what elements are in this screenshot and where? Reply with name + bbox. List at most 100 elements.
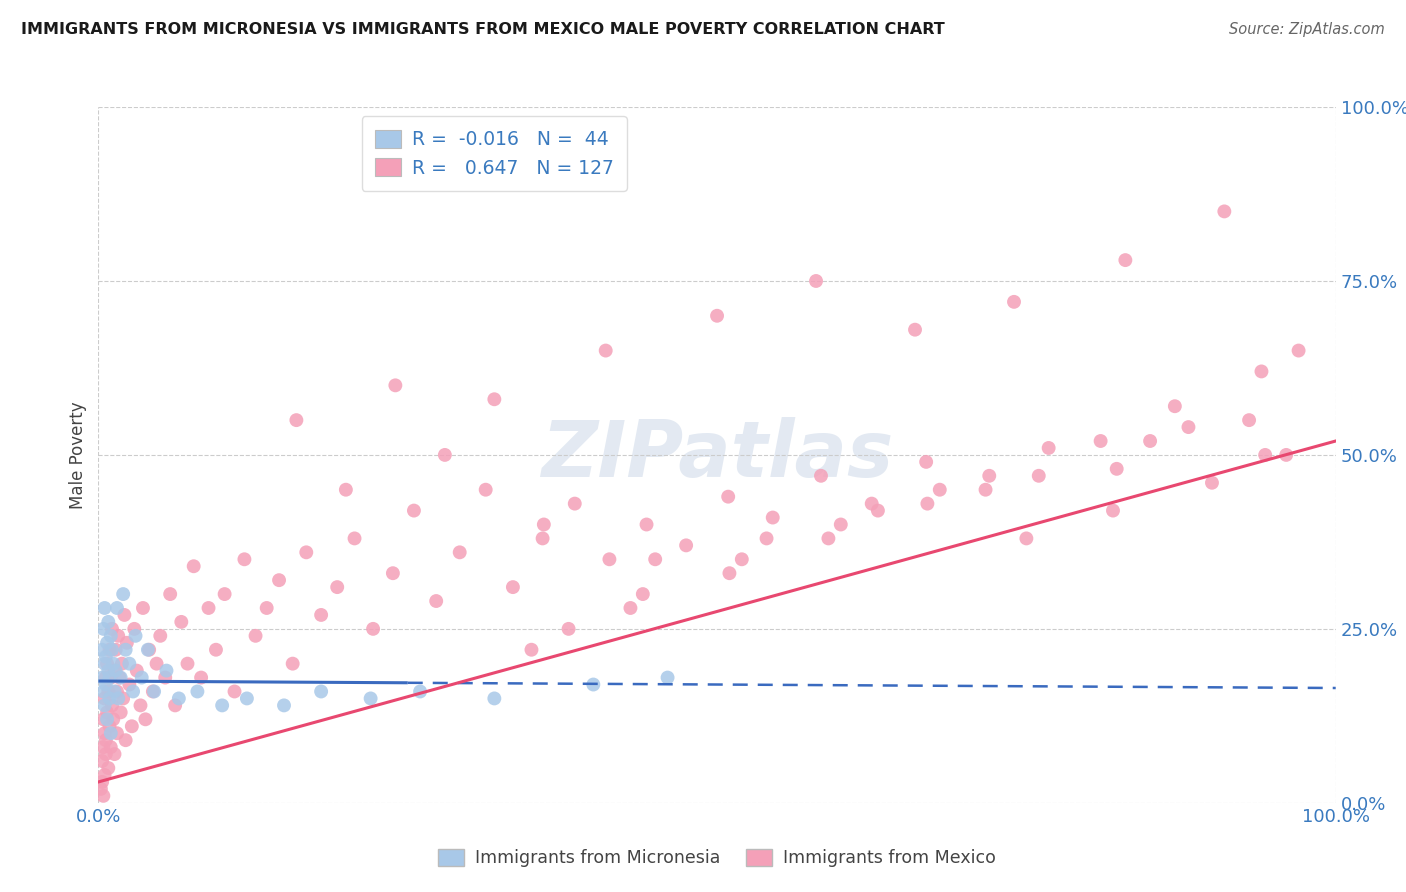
Point [335,483,357,497]
Point [211,698,233,713]
Point [91,754,114,768]
Point [104,664,127,678]
Point [93,740,115,755]
Point [817,532,839,546]
Point [93,698,115,713]
Point [155,671,177,685]
Point [125,664,148,678]
Point [94,649,117,664]
Point [190,671,212,685]
Point [97,615,120,629]
Point [97,761,120,775]
Point [149,629,172,643]
Point [115,636,138,650]
Point [309,684,332,698]
Point [111,657,134,671]
Point [91,642,114,657]
Point [717,490,740,504]
Point [100,740,122,755]
Point [132,601,155,615]
Point [636,517,658,532]
Point [134,712,156,726]
Point [96,636,118,650]
Point [91,775,114,789]
Point [866,503,889,517]
Point [107,691,129,706]
Point [214,587,236,601]
Point [595,343,617,358]
Point [449,545,471,559]
Point [124,622,146,636]
Point [98,691,121,706]
Point [281,657,304,671]
Point [557,622,579,636]
Point [233,552,256,566]
Point [245,629,267,643]
Point [105,601,128,615]
Point [285,413,308,427]
Point [170,615,193,629]
Point [928,483,950,497]
Point [531,532,554,546]
Point [101,642,124,657]
Point [103,657,125,671]
Point [1090,434,1112,448]
Point [402,503,425,517]
Point [98,642,121,657]
Point [96,706,118,720]
Point [103,664,125,678]
Point [96,657,118,671]
Point [425,594,447,608]
Point [114,642,136,657]
Point [110,706,132,720]
Point [129,698,152,713]
Point [93,622,115,636]
Text: ZIPatlas: ZIPatlas [541,417,893,493]
Point [93,691,115,706]
Point [1288,343,1310,358]
Point [860,497,883,511]
Point [1254,448,1277,462]
Point [1114,253,1136,268]
Point [384,378,406,392]
Point [381,566,404,581]
Point [236,691,259,706]
Point [619,601,641,615]
Point [644,552,666,566]
Point [1177,420,1199,434]
Point [145,657,167,671]
Point [520,642,543,657]
Point [112,587,135,601]
Legend: Immigrants from Micronesia, Immigrants from Mexico: Immigrants from Micronesia, Immigrants f… [432,842,1002,874]
Point [118,657,141,671]
Point [93,712,115,726]
Point [112,607,135,622]
Point [326,580,349,594]
Point [974,483,997,497]
Point [1275,448,1298,462]
Point [360,691,382,706]
Point [136,642,159,657]
Text: IMMIGRANTS FROM MICRONESIA VS IMMIGRANTS FROM MEXICO MALE POVERTY CORRELATION CH: IMMIGRANTS FROM MICRONESIA VS IMMIGRANTS… [21,22,945,37]
Point [98,719,121,733]
Point [103,684,125,698]
Point [1028,468,1050,483]
Point [107,629,129,643]
Point [93,768,115,782]
Point [1164,399,1187,413]
Point [598,552,620,566]
Point [675,538,697,552]
Point [103,747,125,761]
Point [93,684,115,698]
Point [124,629,146,643]
Point [830,517,852,532]
Point [1237,413,1260,427]
Point [224,684,246,698]
Point [1002,294,1025,309]
Point [114,733,136,747]
Point [273,698,295,713]
Point [917,497,939,511]
Text: Source: ZipAtlas.com: Source: ZipAtlas.com [1229,22,1385,37]
Point [1201,475,1223,490]
Point [110,671,132,685]
